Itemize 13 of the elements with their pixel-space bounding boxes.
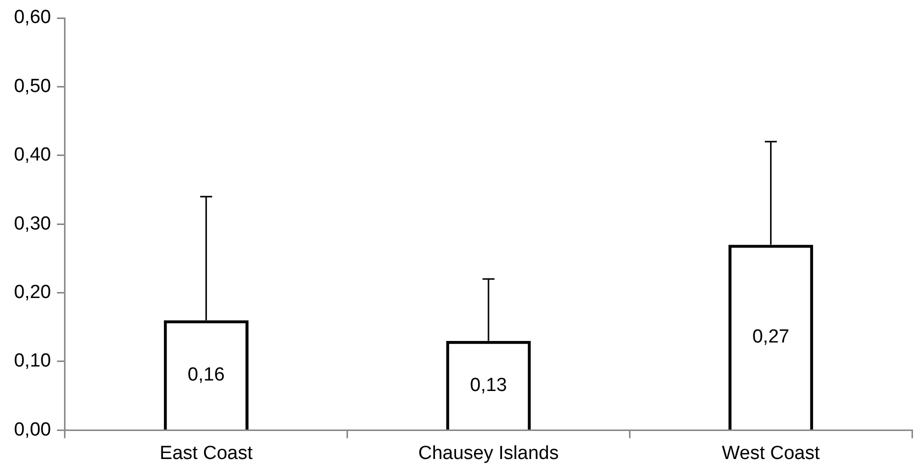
y-tick-label: 0,30: [14, 213, 51, 234]
y-tick-label: 0,50: [14, 76, 51, 97]
x-tick-label: Chausey Islands: [418, 442, 559, 464]
data-label: 0,13: [470, 374, 507, 396]
y-tick-label: 0,60: [14, 7, 51, 28]
x-tick-label: East Coast: [160, 442, 254, 464]
data-label: 0,16: [188, 364, 225, 386]
y-tick-label: 0,00: [14, 419, 51, 440]
x-tick-label: West Coast: [722, 442, 820, 464]
y-tick-label: 0,20: [14, 282, 51, 304]
y-tick-label: 0,10: [14, 350, 51, 372]
data-label: 0,27: [752, 326, 790, 348]
y-tick-label: 0,40: [14, 144, 51, 166]
